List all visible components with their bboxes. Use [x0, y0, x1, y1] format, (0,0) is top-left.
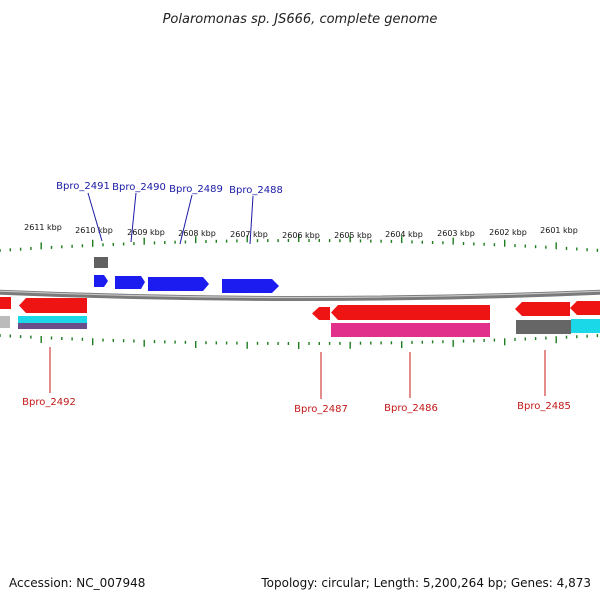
map-title: Polaromonas sp. JS666, complete genome — [163, 12, 438, 27]
gene-feature[interactable] — [571, 319, 600, 333]
genome-backbone — [0, 289, 600, 301]
scale-labels: 2611 kbp 2610 kbp 2609 kbp 2608 kbp 2607… — [24, 223, 578, 240]
gene-label[interactable]: Bpro_2491 — [56, 181, 110, 192]
gene-feature[interactable] — [331, 323, 490, 337]
gene-feature[interactable] — [94, 275, 108, 287]
top-tick-row — [0, 235, 599, 252]
scale-label: 2606 kbp — [282, 231, 320, 240]
forward-strand-features — [94, 257, 279, 293]
gene-feature[interactable] — [515, 302, 570, 316]
scale-label: 2611 kbp — [24, 223, 62, 232]
top-gene-labels: Bpro_2491 Bpro_2490 Bpro_2489 Bpro_2488 — [56, 181, 283, 245]
scale-label: 2610 kbp — [75, 226, 113, 235]
gene-feature[interactable] — [0, 297, 11, 309]
scale-label: 2601 kbp — [540, 226, 578, 235]
gene-label[interactable]: Bpro_2488 — [229, 185, 283, 196]
scale-label: 2603 kbp — [437, 229, 475, 238]
scale-label: 2605 kbp — [334, 231, 372, 240]
gene-feature[interactable] — [148, 277, 209, 291]
gene-label[interactable]: Bpro_2489 — [169, 184, 223, 195]
topology-summary: Topology: circular; Length: 5,200,264 bp… — [260, 576, 591, 590]
scale-label: 2608 kbp — [178, 229, 216, 238]
gene-feature[interactable] — [222, 279, 279, 293]
gene-label[interactable]: Bpro_2486 — [384, 403, 438, 414]
leader-line — [130, 192, 137, 243]
gene-feature[interactable] — [0, 316, 10, 328]
gene-feature[interactable] — [18, 323, 87, 329]
gene-label[interactable]: Bpro_2490 — [112, 182, 166, 193]
accession-text: Accession: NC_007948 — [9, 576, 145, 590]
bottom-gene-labels: Bpro_2492 Bpro_2487 Bpro_2486 Bpro_2485 — [22, 347, 571, 415]
gene-feature[interactable] — [19, 298, 87, 313]
scale-label: 2604 kbp — [385, 230, 423, 239]
gene-feature[interactable] — [331, 305, 490, 320]
bottom-tick-row — [0, 334, 599, 349]
scale-label: 2602 kbp — [489, 228, 527, 237]
gene-feature[interactable] — [94, 257, 108, 268]
genome-backbone-highlight — [0, 290, 600, 299]
gene-label[interactable]: Bpro_2492 — [22, 397, 76, 408]
gene-feature[interactable] — [312, 307, 330, 320]
leader-line — [179, 194, 193, 245]
reverse-strand-features — [0, 297, 600, 337]
leader-line — [249, 195, 254, 245]
scale-label: 2609 kbp — [127, 228, 165, 237]
gene-feature[interactable] — [115, 276, 145, 289]
gene-feature[interactable] — [570, 301, 600, 315]
gene-feature[interactable] — [516, 320, 571, 334]
gene-label[interactable]: Bpro_2485 — [517, 401, 571, 412]
leader-line — [87, 192, 103, 242]
gene-feature[interactable] — [18, 316, 87, 323]
scale-label: 2607 kbp — [230, 230, 268, 239]
gene-label[interactable]: Bpro_2487 — [294, 404, 348, 415]
